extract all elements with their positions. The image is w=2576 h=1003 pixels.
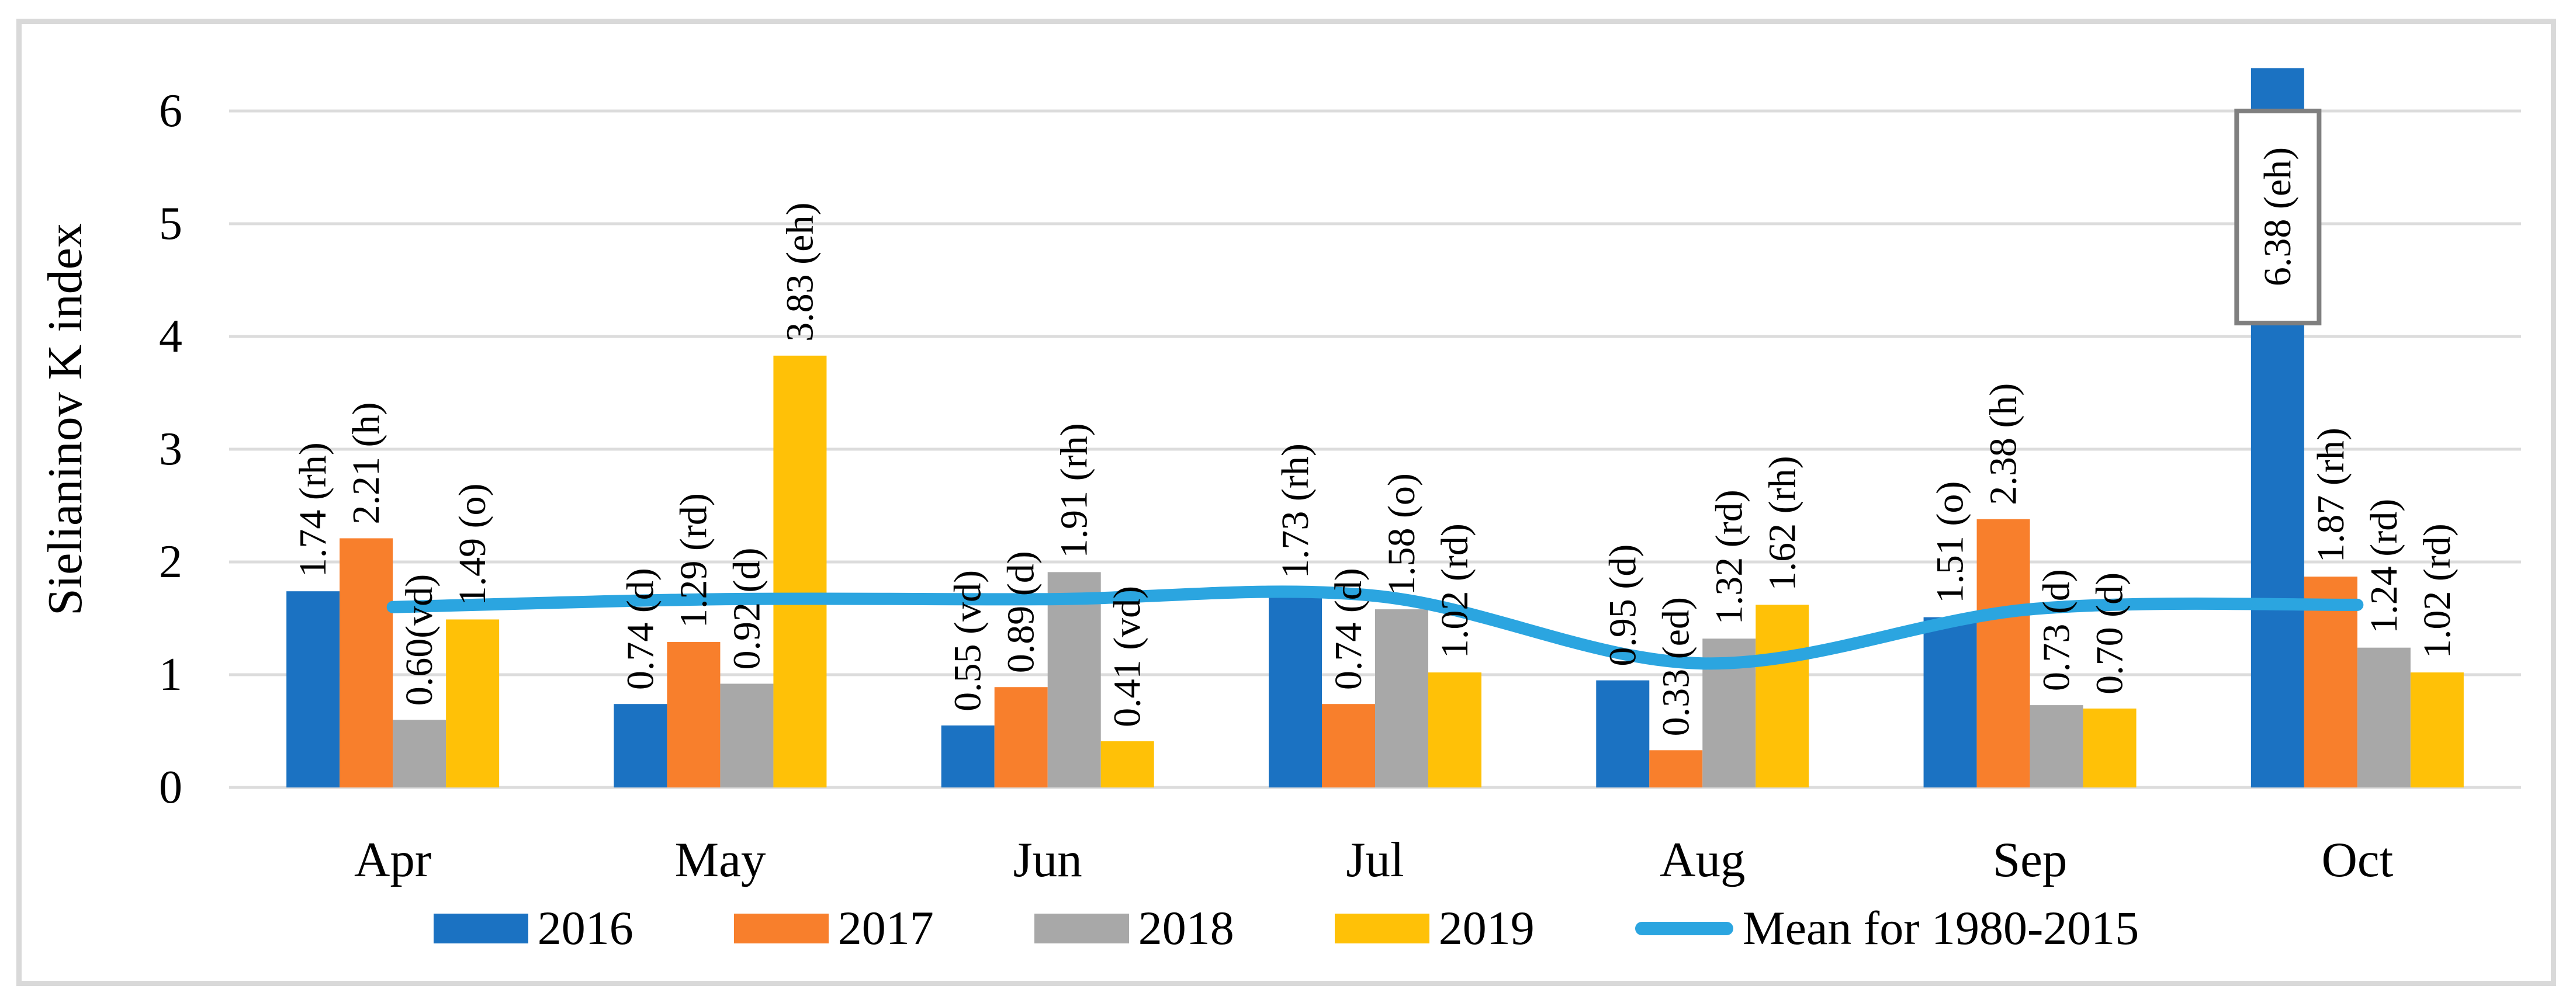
bar-label: 1.73 (rh): [1274, 443, 1317, 578]
mean-line: [386, 585, 2364, 670]
legend-label: Mean for 1980-2015: [1742, 901, 2139, 955]
bar-2016-Jul: [1269, 592, 1322, 787]
bar-2017-Apr: [340, 538, 393, 787]
legend-swatch-2019: [1334, 913, 1429, 943]
bar-label: 1.62 (rh): [1761, 456, 1803, 591]
bar-label: 0.41 (vd): [1106, 586, 1149, 727]
bar-2019-Apr: [446, 619, 500, 787]
bar-2016-Aug: [1596, 680, 1650, 787]
bar-label: 0.73 (d): [2035, 569, 2078, 691]
bar-label: 2.38 (h): [1982, 383, 2025, 505]
bar-label: 1.58 (o): [1380, 473, 1423, 595]
bar-label: 1.74 (rh): [292, 442, 334, 577]
bar-2017-Oct: [2304, 577, 2357, 787]
legend-item-2019: 2019: [1334, 901, 1535, 955]
legend-label: 2018: [1138, 901, 1234, 955]
bar-label: 0.89 (d): [1000, 551, 1043, 673]
bar-label: 0.92 (d): [725, 547, 768, 669]
legend-item-2016: 2016: [433, 901, 633, 955]
legend-label: 2019: [1438, 901, 1535, 955]
bar-2019-Jul: [1428, 672, 1481, 787]
bar-label: 1.87 (rh): [2310, 428, 2352, 563]
bar-label: 1.32 (rd): [1708, 490, 1750, 624]
bar-label: 0.74 (d): [619, 568, 662, 690]
bar-2016-Jun: [941, 725, 995, 787]
legend-item-Mean for 1980-2015: Mean for 1980-2015: [1635, 904, 2139, 952]
bar-2018-Sep: [2030, 705, 2083, 787]
highlight-label: 6.38 (eh): [2256, 147, 2299, 286]
bar-2016-Sep: [1923, 617, 1977, 787]
bar-2018-Oct: [2357, 647, 2411, 787]
bar-label: 1.02 (rd): [2416, 523, 2459, 658]
x-tick-label: Apr: [354, 832, 431, 887]
x-tick-label: Oct: [2321, 832, 2393, 887]
bar-label: 1.29 (rd): [672, 493, 715, 628]
y-tick-label: 0: [159, 762, 182, 813]
y-tick-label: 6: [159, 85, 182, 137]
legend-label: 2017: [837, 901, 934, 955]
y-tick-label: 3: [159, 424, 182, 475]
bar-label: 2.21 (h): [345, 402, 387, 525]
bar-2017-Jun: [994, 687, 1048, 787]
bar-2018-Jul: [1375, 609, 1428, 787]
bar-2019-Aug: [1756, 605, 1809, 787]
bar-2017-Sep: [1976, 519, 2030, 787]
bar-label: 0.74 (d): [1327, 568, 1370, 690]
x-tick-label: Aug: [1660, 832, 1745, 887]
x-tick-label: Jul: [1346, 832, 1404, 887]
bar-2019-May: [773, 355, 827, 787]
bar-label: 1.49 (o): [451, 483, 494, 605]
bar-2018-May: [720, 683, 774, 787]
x-tick-label: Jun: [1013, 832, 1082, 887]
bar-label: 1.24 (rd): [2363, 499, 2405, 634]
legend-label: 2016: [537, 901, 633, 955]
bar-2019-Sep: [2083, 708, 2137, 787]
y-tick-label: 4: [159, 311, 182, 362]
y-tick-label: 5: [159, 198, 182, 249]
bar-label: 1.02 (rd): [1434, 523, 1476, 658]
bar-2019-Jun: [1100, 741, 1154, 787]
y-tick-label: 1: [159, 649, 182, 700]
bar-label: 1.51 (o): [1929, 481, 1972, 603]
bar-label: 0.60(vd): [398, 574, 441, 706]
bar-2018-Apr: [393, 720, 446, 787]
bar-2019-Oct: [2410, 672, 2464, 787]
legend-line-swatch: [1635, 921, 1733, 935]
bar-2017-Aug: [1649, 750, 1703, 787]
bar-2018-Jun: [1047, 572, 1101, 787]
bar-label: 3.83 (eh): [778, 203, 821, 342]
bar-label: 0.70 (d): [2089, 572, 2131, 695]
bar-label: 0.95 (d): [1601, 544, 1644, 667]
chart-frame: [16, 19, 2556, 986]
bar-2016-Apr: [286, 591, 340, 787]
bar-2017-Jul: [1322, 704, 1375, 787]
highlight-label-box: [2234, 109, 2322, 325]
bar-2017-May: [667, 642, 721, 787]
legend-swatch-2017: [733, 913, 829, 943]
bar-label: 0.55 (vd): [947, 570, 989, 712]
x-tick-label: May: [675, 832, 766, 887]
x-tick-label: Sep: [1993, 832, 2068, 887]
y-tick-label: 2: [159, 536, 182, 588]
bar-label: 1.91 (rh): [1053, 423, 1096, 558]
bar-label: 0.33 (ed): [1654, 597, 1697, 736]
legend-item-2018: 2018: [1034, 904, 1234, 952]
legend-item-2017: 2017: [733, 901, 934, 955]
legend-swatch-2018: [1034, 913, 1129, 943]
legend-swatch-2016: [433, 913, 528, 943]
legend: 2016 2017 2018 2019 Mean for 1980-2015: [18, 904, 2555, 952]
bar-2016-May: [614, 704, 667, 787]
